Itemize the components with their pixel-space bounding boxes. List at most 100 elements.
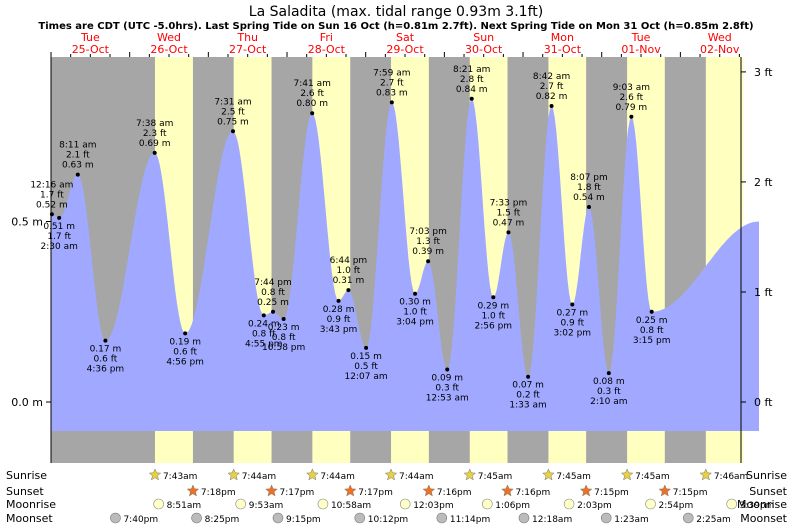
tide-label: 0.08 m — [593, 377, 625, 387]
day-date: 29-Oct — [386, 43, 424, 56]
tide-point — [75, 172, 80, 177]
tide-label: 4:55 pm — [245, 339, 283, 349]
day-date: 31-Oct — [544, 43, 582, 56]
tide-point — [413, 291, 418, 296]
moonrise-time: 2:03pm — [577, 501, 612, 511]
tide-point — [506, 230, 511, 235]
day-date: 01-Nov — [621, 43, 661, 56]
day-name: Tue — [80, 31, 100, 44]
tide-point — [570, 302, 575, 307]
tide-point — [389, 100, 394, 105]
tide-point — [230, 129, 235, 134]
day-date: 28-Oct — [308, 43, 346, 56]
tide-point — [469, 96, 474, 101]
tide-label: 0.63 m — [62, 161, 94, 171]
tide-label: 4:56 pm — [166, 357, 204, 367]
tide-label: 0.8 ft — [252, 329, 276, 339]
sunset-icon — [343, 484, 357, 497]
tide-point — [491, 295, 496, 300]
right-tick-label: 3 ft — [754, 66, 773, 79]
tide-label: 0.28 m — [323, 305, 355, 315]
tide-label: 2:10 am — [590, 397, 627, 407]
day-date: 27-Oct — [229, 43, 267, 56]
sun-moon-events: 7:40pm7:43am7:18pm8:51am8:25pm7:44am7:17… — [110, 468, 774, 525]
tide-label: 1.7 ft — [47, 232, 71, 242]
sunrise-time: 7:44am — [242, 472, 276, 482]
moonrise-time: 1:06pm — [495, 501, 530, 511]
sunrise-icon — [384, 468, 398, 481]
tide-point — [364, 345, 369, 350]
tide-point — [426, 259, 431, 264]
tide-point — [549, 103, 554, 108]
tide-label: 0.2 ft — [516, 391, 540, 401]
sunset-time: 7:15pm — [673, 488, 708, 498]
sunrise-icon — [699, 468, 713, 481]
tide-label: 12:16 am — [30, 180, 73, 190]
sunrise-icon — [542, 468, 555, 481]
day-name: Tue — [631, 31, 651, 44]
sunset-time: 7:16pm — [437, 488, 472, 498]
tide-label: 0.25 m — [257, 298, 289, 308]
right-tick-label: 1 ft — [754, 286, 773, 299]
left-tick-label: 0.5 m — [11, 216, 43, 229]
moonrise-time: 8:51am — [167, 501, 202, 511]
moonset-icon — [272, 512, 284, 524]
moonrise-time: 12:03pm — [413, 501, 453, 511]
tide-label: 8:11 am — [59, 141, 96, 151]
moonrise-icon — [317, 498, 329, 510]
tide-label: 0.09 m — [431, 374, 463, 384]
tide-label: 0.3 ft — [597, 387, 621, 397]
moonset-time: 7:40pm — [123, 515, 158, 525]
tide-label: 1:33 am — [509, 401, 546, 411]
row-label-sunset-left: Sunset — [6, 485, 44, 498]
moonset-icon — [682, 512, 694, 524]
tide-label: 0.24 m — [248, 319, 280, 329]
moonset-time: 1:23am — [614, 515, 649, 525]
moonrise-icon — [399, 498, 411, 510]
tide-label: 0.83 m — [376, 88, 408, 98]
tide-label: 0.23 m — [268, 323, 300, 333]
moonrise-icon — [563, 498, 575, 510]
moonset-time: 2:25am — [696, 515, 731, 525]
day-name: Sun — [473, 31, 494, 44]
chart-subtitle: Times are CDT (UTC -5.0hrs). Last Spring… — [38, 21, 753, 32]
tide-label: 0.69 m — [139, 139, 171, 149]
moonset-icon — [354, 512, 366, 524]
sunrise-icon — [620, 468, 634, 481]
tide-label: 0.27 m — [556, 309, 588, 319]
moonset-time: 9:15pm — [286, 515, 321, 525]
tide-point — [261, 313, 266, 318]
sunrise-time: 7:45am — [556, 472, 591, 482]
tide-label: 0.15 m — [350, 352, 382, 362]
tide-label: 10:58 pm — [262, 343, 305, 353]
sunset-icon — [501, 484, 514, 497]
tide-point — [152, 150, 157, 155]
sunrise-icon — [306, 468, 319, 481]
tide-label: 1.3 ft — [416, 237, 440, 247]
tide-label: 2.5 ft — [221, 107, 245, 117]
tide-label: 1.7 ft — [40, 190, 64, 200]
tide-point — [629, 114, 634, 119]
sunset-time: 7:17pm — [280, 488, 315, 498]
tide-label: 1.5 ft — [497, 208, 521, 218]
tide-label: 12:53 am — [426, 394, 469, 404]
tide-area — [51, 98, 759, 432]
tide-label: 1.0 ft — [337, 266, 361, 276]
row-label-moonrise-right: Moonrise — [737, 498, 787, 511]
row-label-sunset-right: Sunset — [749, 485, 787, 498]
day-name: Wed — [157, 31, 181, 44]
tide-point — [606, 371, 611, 376]
day-headers: Tue25-OctWed26-OctThu27-OctFri28-OctSat2… — [72, 31, 740, 56]
sunrise-icon — [227, 468, 241, 481]
sunrise-time: 7:46am — [714, 472, 749, 482]
moonset-icon — [110, 512, 121, 524]
sunrise-time: 7:45am — [478, 472, 513, 482]
tide-label: 0.54 m — [573, 193, 605, 203]
tide-point — [310, 111, 315, 116]
tide-label: 6:44 pm — [330, 256, 368, 266]
moonset-icon — [191, 512, 202, 524]
tide-point — [586, 205, 591, 210]
sunset-icon — [579, 484, 593, 497]
tide-label: 0.51 m — [43, 222, 75, 232]
tide-label: 3:43 pm — [320, 325, 358, 335]
